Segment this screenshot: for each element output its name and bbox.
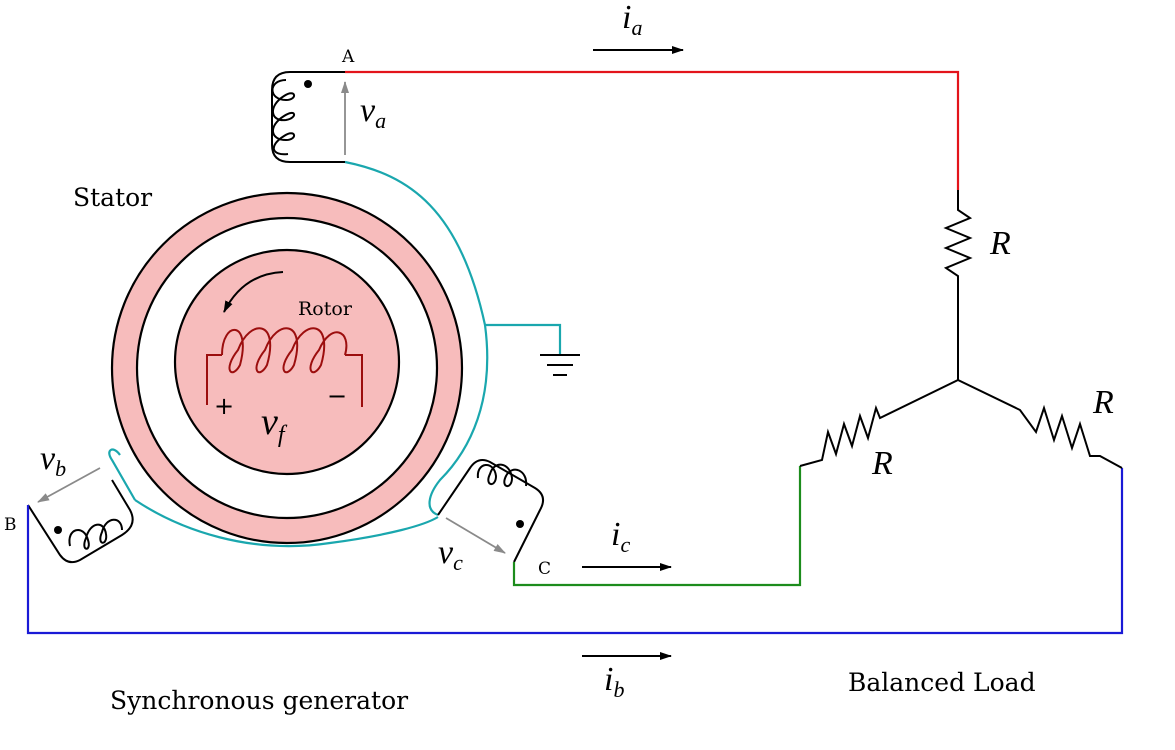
coil-a-winding-icon (271, 79, 295, 156)
phase-b-wire (26, 468, 1124, 635)
i-b-symbol: ib (604, 661, 624, 702)
coil-c (437, 459, 545, 563)
field-winding (206, 327, 363, 407)
generator-caption: Synchronous generator (110, 686, 408, 715)
phase-c-wire (512, 466, 802, 587)
coil-a (271, 71, 345, 163)
coil-c-winding-icon (476, 463, 528, 487)
resistor-c-label: R (871, 445, 893, 482)
terminal-a-label: A (341, 47, 355, 67)
load-leg-a (943, 190, 973, 380)
minus-sign: − (327, 382, 347, 410)
balanced-load-caption: Balanced Load (848, 668, 1036, 697)
v-f-symbol: vf (261, 401, 288, 448)
v-c-symbol: vc (438, 534, 463, 575)
rotor-body (173, 248, 401, 476)
terminal-b-label: B (4, 515, 17, 535)
ground-lead (485, 323, 562, 355)
field-coil-icon (221, 327, 348, 374)
coil-b-winding-icon (68, 518, 123, 550)
neutral-wire-b-hook (108, 448, 136, 501)
stator-label: Stator (73, 183, 152, 212)
terminal-c-label: C (538, 559, 551, 579)
i-a-symbol: ia (622, 0, 642, 40)
neutral-wiring (108, 160, 562, 548)
neutral-wire-b (134, 499, 439, 548)
rotor-label: Rotor (298, 298, 353, 320)
i-c-symbol: ic (611, 516, 630, 557)
balanced-load (799, 190, 1123, 469)
load-leg-c (799, 379, 959, 467)
coil-b-polarity-dot (54, 526, 62, 534)
coil-a-polarity-dot (304, 80, 312, 88)
resistor-b-label: R (1092, 384, 1114, 421)
plus-sign: + (214, 392, 234, 420)
rotor (173, 248, 401, 476)
v-b-symbol: vb (40, 440, 66, 481)
v-c-arrow (445, 517, 506, 554)
coil-b (27, 479, 134, 564)
resistor-a-label: R (989, 225, 1011, 262)
ground-icon (540, 354, 580, 376)
neutral-wire-a (344, 160, 489, 517)
v-a-symbol: va (360, 92, 386, 133)
rotation-arrow (223, 271, 284, 313)
coil-c-polarity-dot (516, 520, 524, 528)
load-leg-b (957, 379, 1123, 469)
v-b-arrow (37, 467, 101, 503)
phase-a-wire (345, 70, 960, 190)
